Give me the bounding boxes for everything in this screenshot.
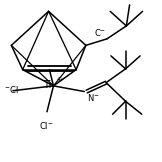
- Text: Ti: Ti: [43, 80, 52, 90]
- Text: Cl$^{-}$: Cl$^{-}$: [39, 120, 53, 131]
- Text: 4+: 4+: [57, 77, 65, 82]
- Text: N$^{-}$: N$^{-}$: [87, 92, 100, 103]
- Text: $^{-}$Cl: $^{-}$Cl: [4, 84, 19, 95]
- Text: C$^{-}$: C$^{-}$: [94, 27, 106, 38]
